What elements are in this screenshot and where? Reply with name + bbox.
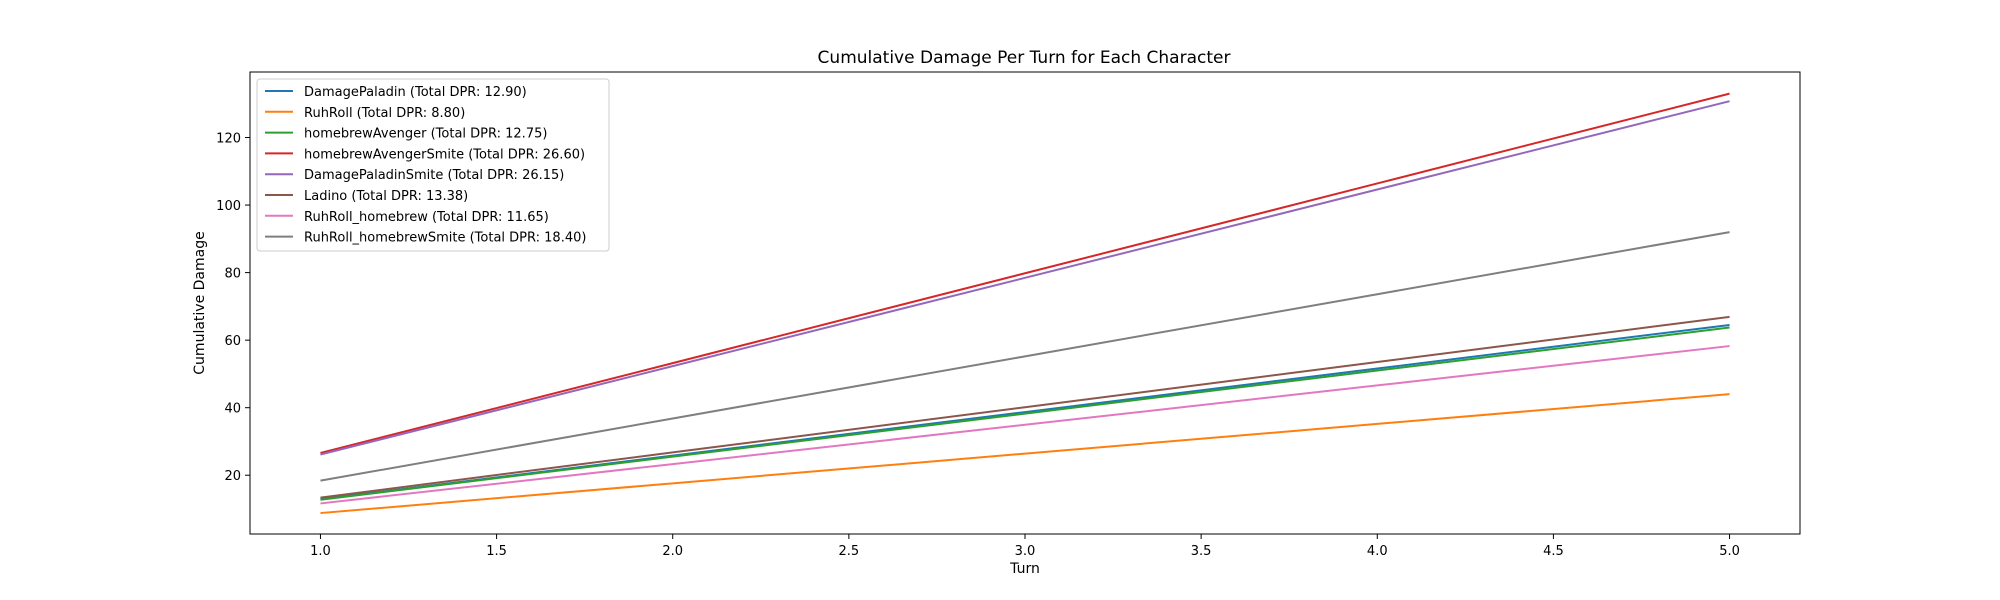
y-axis-label: Cumulative Damage	[192, 231, 208, 374]
y-tick-label: 100	[216, 199, 241, 214]
legend-label: Ladino (Total DPR: 13.38)	[304, 189, 468, 204]
x-axis: 1.0 1.5 2.0 2.5 3.0 3.5 4.0 4.5 5.0	[310, 534, 1740, 559]
series-line-3	[320, 326, 1730, 501]
y-axis: 20 40 60 80 100 120	[216, 132, 250, 484]
chart-title: Cumulative Damage Per Turn for Each Char…	[818, 48, 1231, 68]
x-axis-label: Turn	[1009, 561, 1040, 577]
legend-label: homebrewAvengerSmite (Total DPR: 26.60)	[304, 147, 585, 162]
series-line-6	[320, 315, 1730, 499]
y-tick-label: 120	[216, 132, 241, 147]
series-line-8	[320, 231, 1730, 482]
legend-label: homebrewAvenger (Total DPR: 12.75)	[304, 127, 547, 142]
x-tick-label: 4.0	[1367, 544, 1388, 559]
x-tick-label: 3.5	[1191, 544, 1212, 559]
x-tick-label: 2.0	[662, 544, 683, 559]
legend: DamagePaladin (Total DPR: 12.90) RuhRoll …	[256, 78, 610, 252]
series-line-7	[320, 345, 1730, 505]
series-line-2	[320, 393, 1730, 515]
legend-box	[256, 78, 610, 252]
legend-label: DamagePaladin (Total DPR: 12.90)	[304, 85, 527, 100]
y-tick-label: 60	[224, 334, 241, 349]
x-tick-label: 1.5	[486, 544, 507, 559]
x-tick-label: 1.0	[310, 544, 331, 559]
series-line-5	[320, 100, 1730, 456]
y-tick-label: 80	[224, 267, 241, 282]
x-tick-label: 3.0	[1015, 544, 1036, 559]
series-line-4	[320, 92, 1730, 454]
y-tick-label: 20	[224, 469, 241, 484]
legend-label: DamagePaladinSmite (Total DPR: 26.15)	[304, 168, 564, 183]
x-tick-label: 5.0	[1719, 544, 1740, 559]
y-tick-label: 40	[224, 402, 241, 417]
series-layer	[320, 92, 1730, 515]
legend-label: RuhRoll (Total DPR: 8.80)	[304, 106, 465, 121]
x-tick-label: 4.5	[1543, 544, 1564, 559]
legend-label: RuhRoll_homebrewSmite (Total DPR: 18.40)	[304, 231, 586, 246]
x-tick-label: 2.5	[839, 544, 860, 559]
legend-label: RuhRoll_homebrew (Total DPR: 11.65)	[304, 210, 549, 225]
